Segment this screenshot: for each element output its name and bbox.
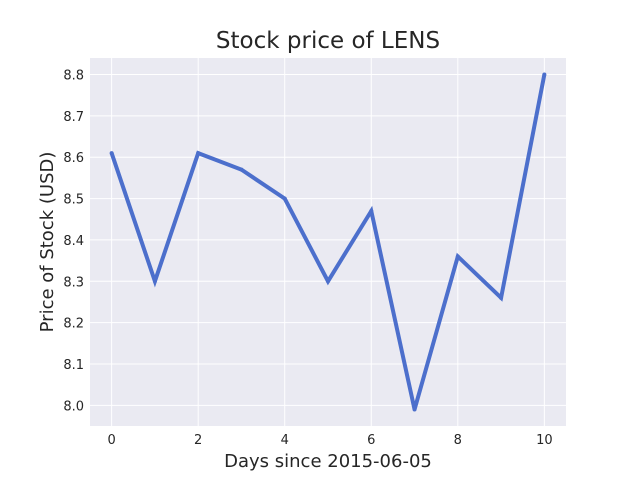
data-point bbox=[455, 254, 460, 259]
y-tick-label: 8.6 bbox=[63, 151, 84, 166]
data-point bbox=[282, 196, 287, 201]
data-points bbox=[109, 72, 547, 412]
data-point bbox=[239, 167, 244, 172]
x-axis-ticks: 0 2 4 6 8 10 bbox=[107, 433, 552, 448]
y-tick-label: 8.2 bbox=[63, 317, 84, 332]
data-point bbox=[369, 208, 374, 213]
data-point bbox=[196, 151, 201, 156]
x-tick-label: 8 bbox=[454, 433, 462, 448]
x-tick-label: 4 bbox=[281, 433, 289, 448]
y-tick-label: 8.4 bbox=[63, 234, 84, 249]
y-tick-label: 8.0 bbox=[63, 399, 84, 414]
y-tick-label: 8.3 bbox=[63, 275, 84, 290]
data-point bbox=[542, 72, 547, 77]
y-axis-ticks: 8.0 8.1 8.2 8.3 8.4 8.5 8.6 8.7 8.8 bbox=[63, 69, 84, 415]
chart-title: Stock price of LENS bbox=[216, 28, 440, 54]
data-point bbox=[152, 279, 157, 284]
y-tick-label: 8.8 bbox=[63, 69, 84, 84]
data-point bbox=[326, 279, 330, 284]
x-tick-label: 10 bbox=[536, 433, 553, 448]
y-tick-label: 8.5 bbox=[63, 193, 84, 208]
data-point bbox=[109, 151, 114, 156]
x-axis-label: Days since 2015-06-05 bbox=[224, 451, 432, 472]
y-tick-label: 8.7 bbox=[63, 110, 84, 125]
x-tick-label: 0 bbox=[107, 433, 115, 448]
x-tick-label: 6 bbox=[367, 433, 375, 448]
data-point bbox=[412, 407, 417, 412]
x-tick-label: 2 bbox=[194, 433, 202, 448]
grid-lines bbox=[90, 58, 566, 426]
data-point bbox=[499, 295, 504, 300]
y-tick-label: 8.1 bbox=[63, 358, 84, 373]
y-axis-label: Price of Stock (USD) bbox=[37, 152, 58, 333]
plot-area bbox=[90, 58, 566, 426]
